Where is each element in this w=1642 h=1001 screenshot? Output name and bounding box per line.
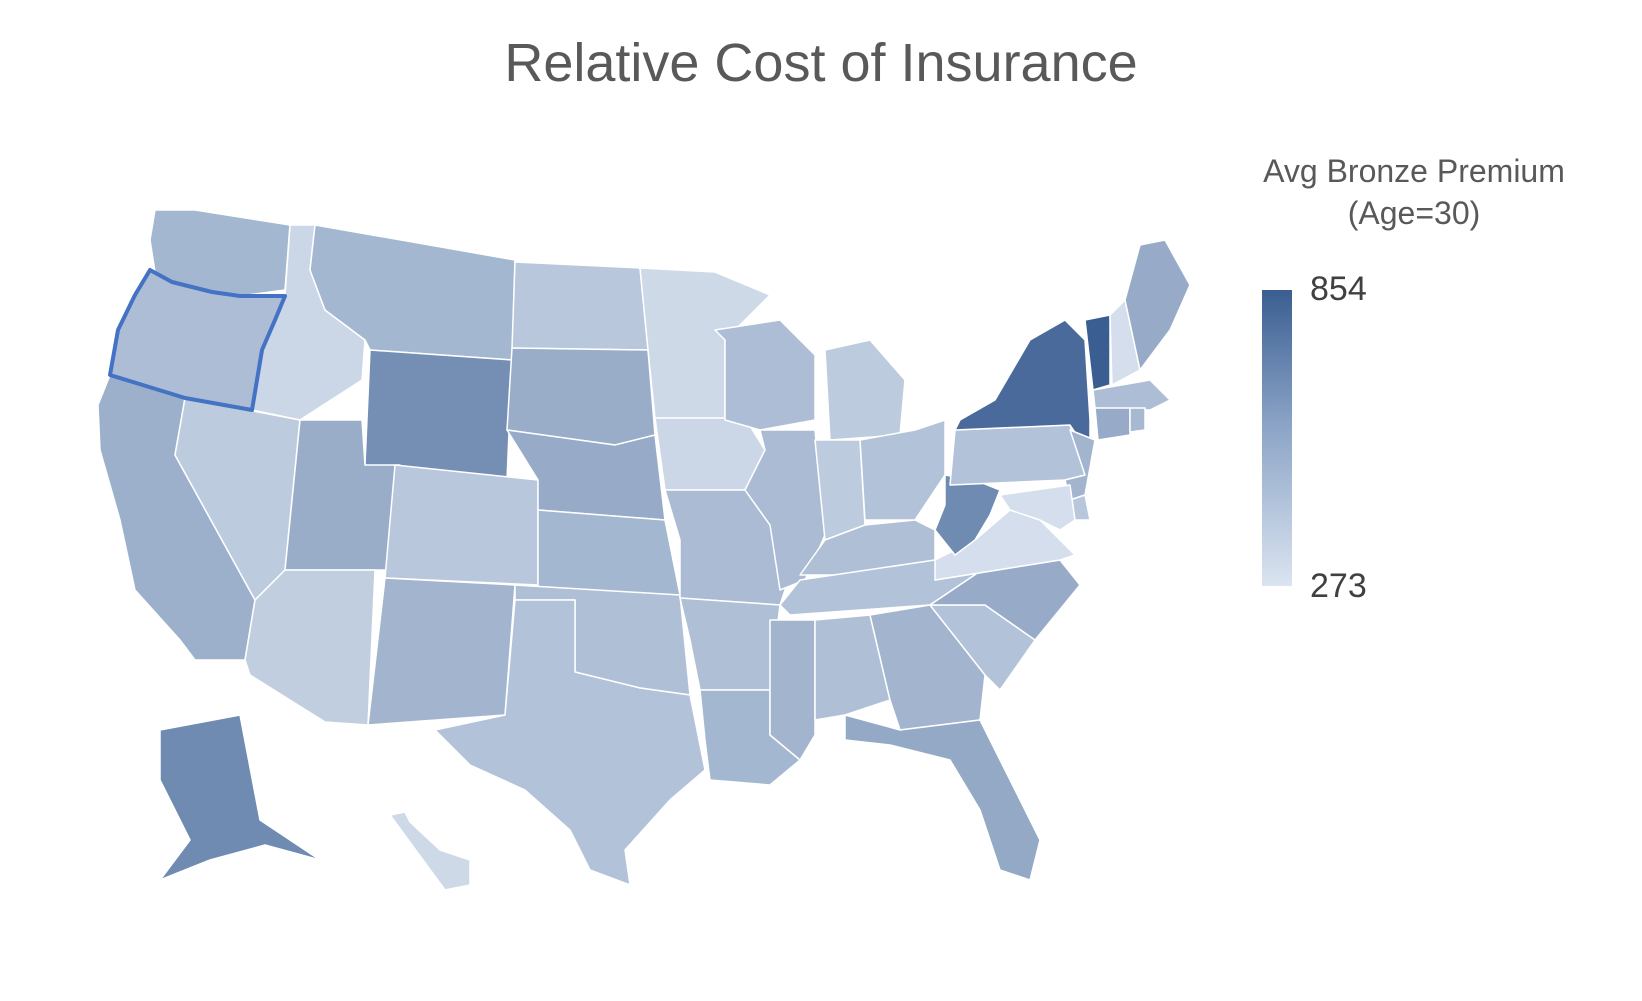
state-mi[interactable]	[824, 339, 906, 441]
state-az[interactable]	[244, 569, 376, 726]
state-vt[interactable]	[1084, 314, 1111, 391]
state-me[interactable]	[1124, 239, 1191, 371]
state-ia[interactable]	[654, 417, 766, 491]
state-ks[interactable]	[537, 509, 681, 596]
state-wi[interactable]	[714, 319, 816, 431]
state-or[interactable]	[108, 268, 287, 412]
state-ny[interactable]	[954, 319, 1091, 456]
state-ms[interactable]	[769, 619, 816, 761]
state-ct[interactable]	[1094, 407, 1131, 441]
state-wy[interactable]	[364, 349, 513, 481]
state-co[interactable]	[384, 464, 539, 586]
legend-title-line2: (Age=30)	[1347, 195, 1481, 231]
state-md[interactable]	[999, 484, 1076, 531]
state-ar[interactable]	[679, 597, 781, 691]
state-nm[interactable]	[367, 577, 516, 726]
legend-title-line1: Avg Bronze Premium	[1263, 153, 1565, 189]
state-ri[interactable]	[1129, 407, 1146, 433]
state-va[interactable]	[934, 509, 1076, 581]
state-al[interactable]	[814, 614, 891, 721]
legend-max-value: 854	[1310, 270, 1367, 308]
state-nd[interactable]	[511, 261, 649, 351]
state-ak[interactable]	[159, 714, 321, 881]
legend-color-scale	[1262, 290, 1292, 586]
state-fl[interactable]	[844, 714, 1041, 881]
chart-title: Relative Cost of Insurance	[504, 33, 1138, 93]
state-tx[interactable]	[434, 599, 706, 886]
state-hi[interactable]	[389, 811, 471, 891]
state-sd[interactable]	[506, 347, 656, 446]
state-pa[interactable]	[949, 424, 1086, 486]
legend-min-value: 273	[1310, 567, 1367, 605]
legend-title: Avg Bronze Premium (Age=30)	[1234, 150, 1594, 234]
state-ma[interactable]	[1092, 379, 1171, 411]
